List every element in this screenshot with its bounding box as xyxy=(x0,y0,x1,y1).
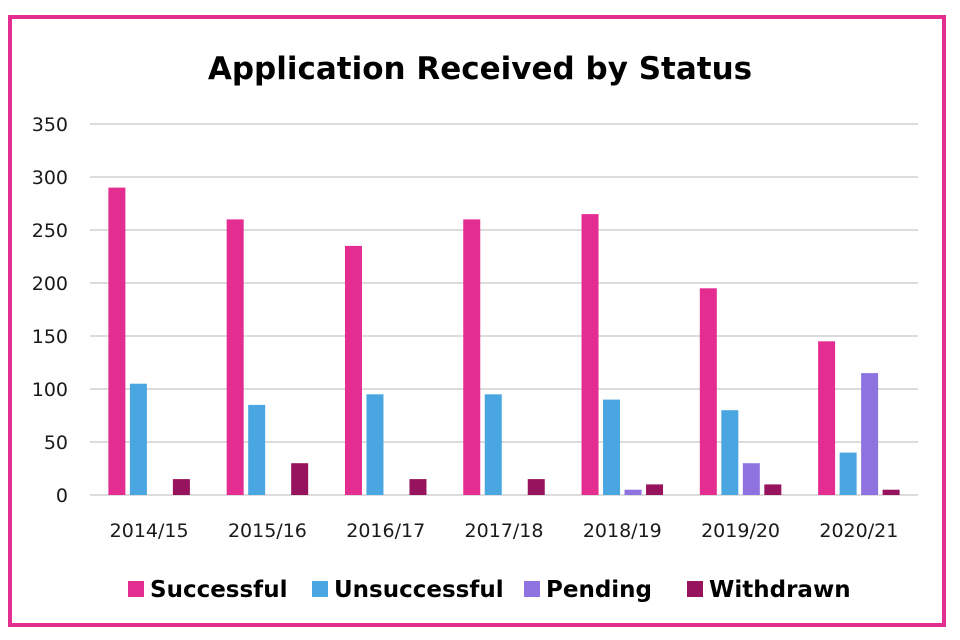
bar-pending-2020-21 xyxy=(861,373,879,495)
bar-withdrawn-2018-19 xyxy=(646,484,664,495)
bars xyxy=(108,187,900,495)
y-tick-label: 300 xyxy=(32,167,68,189)
bar-successful-2019-20 xyxy=(699,288,717,495)
bar-successful-2017-18 xyxy=(463,219,481,495)
bar-successful-2016-17 xyxy=(344,245,362,495)
bar-pending-2019-20 xyxy=(742,463,760,495)
legend-label-unsuccessful: Unsuccessful xyxy=(334,577,504,603)
bar-successful-2015-16 xyxy=(226,219,244,495)
bar-withdrawn-2015-16 xyxy=(291,463,309,495)
x-tick-label: 2019/20 xyxy=(701,520,780,542)
bar-unsuccessful-2017-18 xyxy=(484,394,502,495)
bar-withdrawn-2020-21 xyxy=(882,489,900,495)
bar-withdrawn-2014-15 xyxy=(172,479,190,495)
y-tick-label: 150 xyxy=(32,326,68,348)
bar-withdrawn-2016-17 xyxy=(409,479,427,495)
legend-label-withdrawn: Withdrawn xyxy=(709,577,851,603)
legend-swatch-withdrawn xyxy=(687,581,703,597)
bar-pending-2018-19 xyxy=(624,489,642,495)
bar-successful-2014-15 xyxy=(108,187,126,495)
bar-unsuccessful-2015-16 xyxy=(248,404,266,495)
legend-label-successful: Successful xyxy=(150,577,287,603)
y-tick-label: 100 xyxy=(32,379,68,401)
legend-swatch-successful xyxy=(128,581,144,597)
bar-unsuccessful-2020-21 xyxy=(839,452,857,495)
x-tick-label: 2015/16 xyxy=(228,520,307,542)
y-tick-label: 0 xyxy=(56,485,68,507)
y-tick-label: 250 xyxy=(32,220,68,242)
x-tick-label: 2018/19 xyxy=(583,520,662,542)
legend: Successful Unsuccessful Pending Withdrawn xyxy=(128,577,851,603)
x-tick-label: 2020/21 xyxy=(819,520,898,542)
x-tick-label: 2017/18 xyxy=(465,520,544,542)
y-tick-label: 350 xyxy=(32,114,68,136)
legend-label-pending: Pending xyxy=(546,577,652,603)
bar-unsuccessful-2016-17 xyxy=(366,394,384,495)
bar-unsuccessful-2014-15 xyxy=(129,383,147,495)
y-tick-label: 50 xyxy=(44,432,68,454)
x-tick-label: 2016/17 xyxy=(346,520,425,542)
bar-successful-2018-19 xyxy=(581,214,599,495)
bar-successful-2020-21 xyxy=(818,341,836,495)
legend-swatch-unsuccessful xyxy=(312,581,328,597)
bar-withdrawn-2017-18 xyxy=(527,479,545,495)
x-axis-ticks: 2014/15 2015/16 2016/17 2017/18 2018/19 2019/… xyxy=(110,520,899,542)
y-tick-label: 200 xyxy=(32,273,68,295)
bar-unsuccessful-2019-20 xyxy=(721,410,739,495)
chart-title: Application Received by Status xyxy=(208,51,752,87)
gridlines xyxy=(90,123,918,496)
y-axis-ticks: 0 50 100 150 200 250 300 350 xyxy=(32,114,68,507)
x-tick-label: 2014/15 xyxy=(110,520,189,542)
bar-withdrawn-2019-20 xyxy=(764,484,782,495)
legend-swatch-pending xyxy=(524,581,540,597)
bar-unsuccessful-2018-19 xyxy=(603,399,621,495)
